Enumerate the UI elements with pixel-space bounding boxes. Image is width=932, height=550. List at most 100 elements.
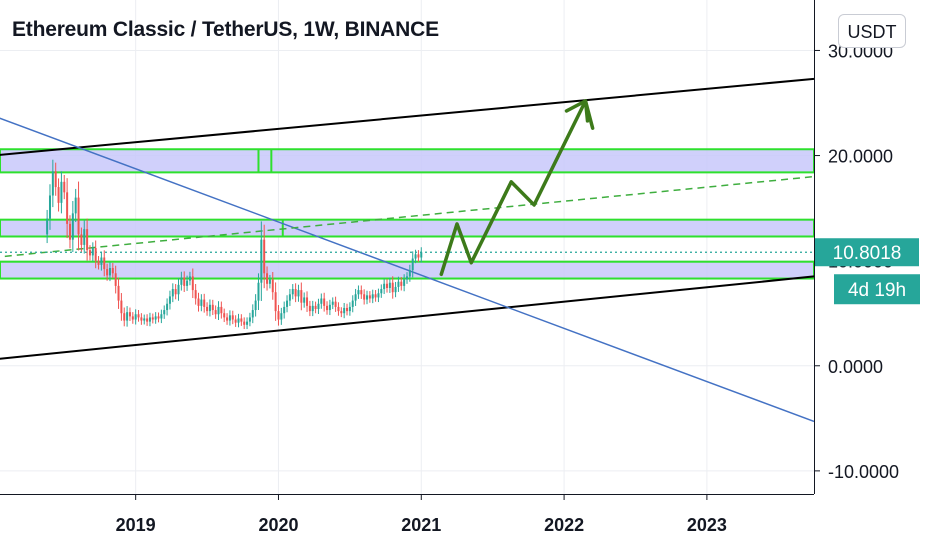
candle-body-77 bbox=[263, 239, 266, 274]
candle-body-50 bbox=[186, 280, 189, 286]
candle-body-130 bbox=[414, 254, 417, 259]
candle-body-118 bbox=[380, 289, 383, 294]
candle-body-32 bbox=[134, 314, 137, 320]
currency-button[interactable]: USDT bbox=[838, 14, 906, 48]
candle-body-96 bbox=[317, 303, 320, 310]
candle-body-79 bbox=[268, 279, 271, 284]
candle-body-14 bbox=[83, 229, 86, 245]
candle-body-52 bbox=[191, 276, 194, 291]
candle-body-78 bbox=[266, 273, 269, 284]
lower-channel-line bbox=[0, 275, 814, 360]
last-price-badge bbox=[815, 238, 919, 267]
candle-body-119 bbox=[383, 283, 386, 290]
candle-body-126 bbox=[403, 279, 406, 286]
candle-body-66 bbox=[231, 315, 234, 320]
candlestick-series bbox=[46, 159, 423, 330]
candle-body-120 bbox=[386, 283, 389, 288]
candle-body-98 bbox=[323, 298, 326, 306]
trend-lines bbox=[0, 77, 814, 423]
last-price-label: 10.8018 bbox=[833, 243, 902, 264]
candle-body-53 bbox=[194, 290, 197, 299]
candle-body-63 bbox=[223, 313, 226, 318]
candle-body-123 bbox=[394, 286, 397, 293]
candle-body-58 bbox=[208, 304, 211, 312]
candle-body-71 bbox=[246, 321, 249, 325]
candle-body-104 bbox=[340, 311, 343, 314]
candle-body-19 bbox=[97, 260, 100, 265]
candle-body-92 bbox=[306, 297, 309, 306]
candle-body-29 bbox=[126, 312, 129, 321]
candle-body-86 bbox=[288, 294, 291, 301]
candle-body-73 bbox=[251, 310, 254, 318]
candle-body-82 bbox=[277, 311, 280, 320]
candle-body-91 bbox=[303, 297, 306, 303]
candle-body-61 bbox=[217, 306, 220, 315]
candle-body-106 bbox=[346, 307, 349, 312]
candle-body-113 bbox=[366, 295, 369, 300]
x-tick-label-2: 2021 bbox=[401, 515, 441, 535]
candle-body-28 bbox=[123, 313, 126, 321]
candle-body-48 bbox=[180, 277, 183, 285]
candle-body-12 bbox=[77, 197, 80, 235]
candle-body-33 bbox=[137, 314, 140, 318]
candle-body-25 bbox=[114, 273, 117, 286]
candle-body-38 bbox=[151, 317, 154, 320]
candle-body-42 bbox=[163, 310, 166, 315]
candle-body-1 bbox=[46, 218, 49, 235]
candle-body-128 bbox=[408, 270, 411, 277]
candle-body-4 bbox=[54, 171, 57, 188]
upper-channel-line bbox=[0, 77, 814, 156]
candle-body-74 bbox=[254, 300, 257, 311]
candle-body-2 bbox=[48, 195, 51, 219]
candle-body-44 bbox=[168, 296, 171, 304]
candle-body-45 bbox=[171, 289, 174, 297]
chart-title: Ethereum Classic / TetherUS, 1W, BINANCE bbox=[12, 18, 439, 41]
candle-body-107 bbox=[348, 306, 351, 312]
candle-body-24 bbox=[111, 268, 114, 274]
candle-body-30 bbox=[128, 312, 131, 317]
candle-body-36 bbox=[146, 318, 149, 322]
candle-body-10 bbox=[71, 213, 74, 240]
candle-body-39 bbox=[154, 316, 157, 320]
candle-body-34 bbox=[140, 317, 143, 321]
candle-body-88 bbox=[294, 289, 297, 297]
y-tick-label-3: 0.0000 bbox=[828, 357, 883, 377]
candle-body-76 bbox=[260, 239, 263, 283]
candle-body-111 bbox=[360, 290, 363, 295]
candle-body-110 bbox=[357, 290, 360, 295]
candle-body-101 bbox=[331, 301, 334, 305]
candle-body-6 bbox=[60, 181, 63, 203]
x-tick-label-0: 2019 bbox=[116, 515, 156, 535]
candle-body-27 bbox=[120, 300, 123, 314]
candle-body-31 bbox=[131, 316, 134, 320]
candle-body-85 bbox=[286, 300, 289, 307]
candle-body-116 bbox=[374, 294, 377, 298]
candle-body-21 bbox=[103, 257, 106, 270]
price-labels: 10.8018 4d 19h bbox=[815, 238, 920, 305]
candle-body-18 bbox=[94, 248, 97, 261]
candle-body-89 bbox=[297, 290, 300, 297]
candle-body-69 bbox=[240, 318, 243, 322]
candle-body-46 bbox=[174, 289, 177, 295]
candle-body-22 bbox=[106, 269, 109, 276]
price-zones bbox=[0, 148, 814, 280]
candle-body-17 bbox=[91, 248, 94, 256]
candle-body-56 bbox=[203, 299, 206, 307]
candle-body-60 bbox=[214, 310, 217, 315]
candle-body-8 bbox=[66, 192, 69, 224]
countdown-label: 4d 19h bbox=[848, 280, 906, 301]
candle-body-103 bbox=[337, 306, 340, 312]
candle-body-68 bbox=[237, 318, 240, 323]
candle-body-121 bbox=[388, 282, 391, 288]
candle-body-23 bbox=[108, 268, 111, 276]
candle-body-95 bbox=[314, 305, 317, 310]
y-tick-label-1: 20.0000 bbox=[828, 147, 893, 167]
candle-body-100 bbox=[328, 304, 331, 311]
candle-body-115 bbox=[371, 294, 374, 299]
candle-body-105 bbox=[343, 307, 346, 314]
candle-body-41 bbox=[160, 314, 163, 319]
candle-body-90 bbox=[300, 290, 303, 303]
candle-body-13 bbox=[80, 234, 83, 245]
plot-area[interactable] bbox=[0, 77, 814, 423]
